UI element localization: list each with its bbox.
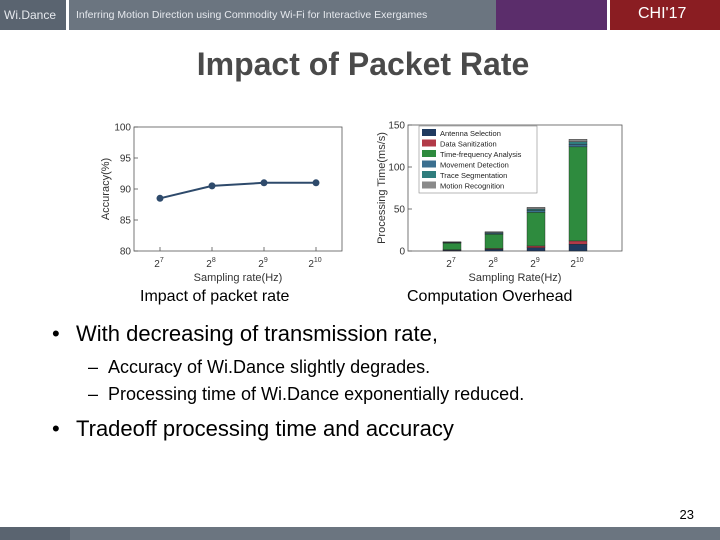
y-tick-label: 85 bbox=[120, 216, 132, 227]
venue-label: CHI'17 bbox=[638, 5, 687, 22]
bullet-text: Tradeoff processing time and accuracy bbox=[76, 416, 454, 441]
data-point bbox=[312, 179, 320, 187]
bar-segment bbox=[526, 210, 546, 213]
accuracy-line-chart: 80 85 90 95 100 27 28 29 210 Sampling rate(Hz) Acc… bbox=[100, 123, 343, 284]
y-tick-label: 0 bbox=[399, 247, 405, 258]
sub-bullet-item: – Accuracy of Wi.Dance slightly degrades. bbox=[88, 357, 430, 378]
x-tick-label: 27 bbox=[446, 257, 456, 270]
data-point bbox=[156, 194, 164, 202]
legend-label: Antenna Selection bbox=[440, 129, 501, 138]
bar-segment bbox=[526, 212, 546, 247]
y-tick-label: 150 bbox=[388, 121, 405, 132]
header-block-left bbox=[0, 0, 66, 30]
legend-swatch bbox=[422, 150, 436, 157]
bullet-text: With decreasing of transmission rate, bbox=[76, 321, 438, 346]
slide-title: Impact of Packet Rate bbox=[196, 46, 530, 82]
bar-segment bbox=[568, 141, 588, 145]
bar-segment bbox=[568, 240, 588, 245]
accuracy-series-line bbox=[159, 181, 316, 200]
brand-label: Wi.Dance bbox=[4, 8, 57, 22]
bar-segment bbox=[568, 139, 588, 143]
legend-swatch bbox=[422, 181, 436, 189]
bar-segment bbox=[526, 247, 546, 252]
bar-segment bbox=[526, 245, 546, 248]
bar-segment bbox=[484, 233, 504, 249]
bar-segment bbox=[568, 144, 588, 148]
page-number: 23 bbox=[679, 507, 694, 522]
bar-segment bbox=[526, 208, 546, 211]
x-tick-label: 210 bbox=[570, 257, 583, 270]
y-axis-label: Processing Time(ms/s) bbox=[376, 132, 388, 244]
x-axis-label: Sampling Rate(Hz) bbox=[469, 272, 562, 284]
footer-bar bbox=[0, 527, 720, 540]
data-point bbox=[208, 182, 216, 190]
header-separator bbox=[66, 0, 69, 30]
x-tick-label: 29 bbox=[530, 257, 540, 270]
header-block-right bbox=[610, 0, 720, 30]
legend-swatch bbox=[422, 129, 436, 136]
x-tick-label: 27 bbox=[154, 257, 164, 270]
y-tick-label: 50 bbox=[394, 205, 406, 216]
bar-segment bbox=[484, 231, 504, 233]
plot-area bbox=[133, 126, 343, 252]
footer-block-left bbox=[0, 527, 70, 540]
bullet-marker: • bbox=[52, 321, 60, 346]
sub-bullet-text: Processing time of Wi.Dance exponentiall… bbox=[108, 384, 525, 404]
x-axis-label: Sampling rate(Hz) bbox=[194, 272, 283, 284]
footer-block-right bbox=[70, 527, 720, 540]
legend-swatch bbox=[422, 160, 436, 168]
y-tick-label: 100 bbox=[114, 123, 131, 134]
bullet-item: • Tradeoff processing time and accuracy bbox=[52, 416, 454, 442]
chart-caption-left: Impact of packet rate bbox=[140, 288, 290, 305]
legend-label: Movement Detection bbox=[440, 161, 509, 170]
header-separator bbox=[607, 0, 610, 30]
bullet-item: • With decreasing of transmission rate, bbox=[52, 321, 438, 347]
data-point bbox=[260, 179, 268, 187]
header-block-purple bbox=[496, 0, 610, 30]
y-tick-label: 90 bbox=[120, 185, 132, 196]
header-bar: Wi.Dance Inferring Motion Direction usin… bbox=[0, 0, 720, 30]
header-block-middle bbox=[66, 0, 496, 30]
x-tick-label: 28 bbox=[206, 257, 216, 270]
legend-box bbox=[418, 125, 538, 194]
x-tick-label: 29 bbox=[258, 257, 268, 270]
legend-label: Motion Recognition bbox=[440, 182, 504, 191]
bar-segment bbox=[568, 146, 588, 242]
legend-label: Data Sanitization bbox=[440, 140, 497, 149]
legend-swatch bbox=[422, 139, 436, 147]
x-tick-label: 28 bbox=[488, 257, 498, 270]
bar-segment bbox=[526, 207, 546, 210]
bar-segment bbox=[442, 242, 462, 250]
bar-segment bbox=[442, 241, 462, 243]
dash-marker: – bbox=[88, 357, 99, 377]
y-tick-label: 95 bbox=[120, 154, 132, 165]
bullet-marker: • bbox=[52, 416, 60, 441]
x-tick-label: 210 bbox=[308, 257, 321, 270]
legend-label: Trace Segmentation bbox=[440, 171, 507, 180]
legend-swatch bbox=[422, 171, 436, 178]
y-axis-label: Accuracy(%) bbox=[100, 158, 112, 220]
y-tick-label: 100 bbox=[388, 163, 405, 174]
y-tick-label: 80 bbox=[120, 247, 132, 258]
bar-segment bbox=[568, 244, 588, 252]
bar-segment bbox=[484, 249, 504, 252]
processing-time-bar-chart: 0 50 100 150 27 28 29 210 Antenna Selection Data … bbox=[376, 121, 623, 284]
paper-subtitle: Inferring Motion Direction using Commodi… bbox=[76, 9, 428, 21]
sub-bullet-item: – Processing time of Wi.Dance exponential… bbox=[88, 384, 524, 405]
sub-bullet-text: Accuracy of Wi.Dance slightly degrades. bbox=[108, 357, 431, 377]
chart-caption-right: Computation Overhead bbox=[407, 288, 573, 305]
legend-label: Time-frequency Analysis bbox=[440, 150, 522, 159]
dash-marker: – bbox=[88, 384, 99, 404]
